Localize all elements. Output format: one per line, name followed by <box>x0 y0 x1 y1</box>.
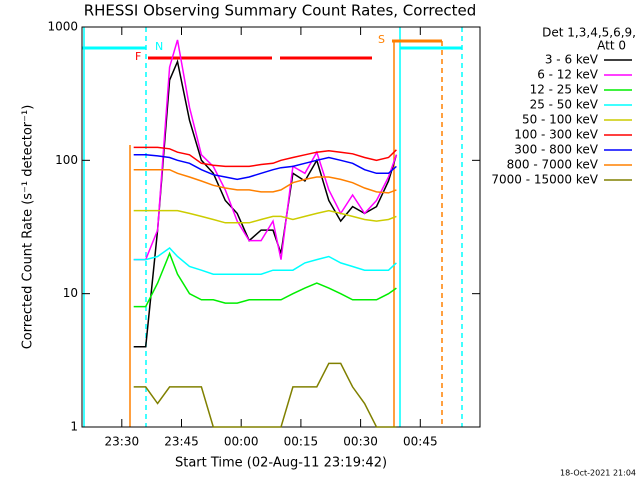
legend-label: 800 - 7000 keV <box>507 158 599 172</box>
series-line <box>133 39 398 261</box>
x-tick-label: 00:15 <box>284 435 319 449</box>
y-axis-label: Corrected Count Rate (s⁻¹ detector⁻¹) <box>21 105 36 350</box>
annotation-label: S <box>378 33 385 46</box>
y-tick-label: 10 <box>63 286 78 300</box>
legend-label: 100 - 300 keV <box>514 128 598 142</box>
series-line <box>133 209 397 224</box>
legend-label: 3 - 6 keV <box>545 53 599 67</box>
x-tick-label: 00:00 <box>224 435 259 449</box>
series-line <box>133 247 397 275</box>
legend-label: 7000 - 15000 keV <box>491 173 598 187</box>
x-tick-label: 23:30 <box>105 435 140 449</box>
x-tick-label: 23:45 <box>164 435 199 449</box>
legend-label: 12 - 25 keV <box>530 83 599 97</box>
series-line <box>133 146 397 168</box>
chart-title: RHESSI Observing Summary Count Rates, Co… <box>84 2 477 20</box>
y-tick-label: 100 <box>55 153 78 167</box>
x-tick-label: 00:30 <box>343 435 378 449</box>
footer: 18-Oct-2021 21:04 <box>560 469 636 478</box>
legend-label: 6 - 12 keV <box>537 68 599 82</box>
series-line <box>133 168 397 194</box>
y-tick-label: 1 <box>70 420 78 434</box>
x-axis-label: Start Time (02-Aug-11 23:19:42) <box>175 456 387 471</box>
legend-title: Det 1,3,4,5,6,9, <box>542 26 636 40</box>
legend-label: 50 - 100 keV <box>522 113 599 127</box>
legend-label: 300 - 800 keV <box>514 143 598 157</box>
annotation-label: N <box>155 40 163 53</box>
legend-label: 25 - 50 keV <box>530 98 599 112</box>
legend-title: Att 0 <box>597 39 626 53</box>
series-line <box>133 251 397 308</box>
annotations <box>82 27 463 427</box>
y-tick-label: 1000 <box>47 20 78 34</box>
x-tick-label: 00:45 <box>403 435 438 449</box>
annotation-label: F <box>135 50 141 63</box>
series-line <box>133 362 397 428</box>
series-line <box>133 154 397 181</box>
